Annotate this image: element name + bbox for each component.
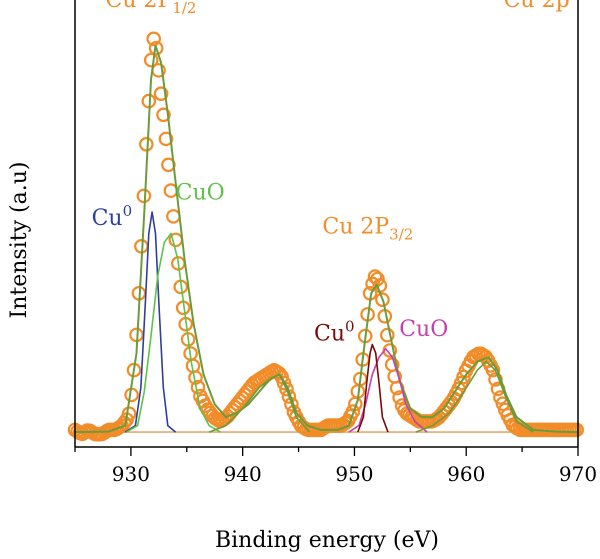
data-point xyxy=(153,86,169,101)
data-point xyxy=(375,292,390,307)
annotation-cu0-right: Cu0 xyxy=(314,317,355,346)
series-line-envelope xyxy=(74,44,579,434)
data-point xyxy=(166,209,181,224)
data-point xyxy=(569,422,584,438)
data-point xyxy=(279,381,294,397)
x-axis-label: Binding energy (eV) xyxy=(215,528,439,553)
annotation-cu0-left: Cu0 xyxy=(92,202,133,231)
data-point xyxy=(146,31,161,47)
series-line-cuo_2p12 xyxy=(125,232,221,433)
series-line-cu0_2p12 xyxy=(124,211,177,433)
x-tick-label: 930 xyxy=(112,462,150,486)
data-point xyxy=(143,52,159,68)
annotation-cuo-right: CuO xyxy=(399,317,448,342)
series-line-satellite_1 xyxy=(208,373,311,433)
x-tick-label: 960 xyxy=(447,462,485,486)
annotation-cu2p-corner: Cu 2p xyxy=(504,0,570,13)
series-line-satellite_2 xyxy=(415,360,534,433)
x-tick-label: 940 xyxy=(224,462,262,486)
data-point xyxy=(158,131,174,147)
peak-annotations: Cu 2P1/2 Cu 2p Cu0 CuO Cu 2P3/2 Cu0 CuO xyxy=(92,0,570,346)
data-point xyxy=(156,107,171,123)
data-point xyxy=(379,327,395,343)
y-axis-label: Intensity (a.u) xyxy=(7,162,32,319)
x-tick-label: 970 xyxy=(559,462,597,486)
annotation-cuo-left: CuO xyxy=(176,180,225,205)
x-tick-label: 950 xyxy=(335,462,373,486)
annotation-cu2p12-main: Cu 2P1/2 xyxy=(106,0,197,17)
plot-area xyxy=(67,31,584,442)
series-line-cu0_2p32 xyxy=(357,343,389,433)
annotation-cu2p32-main: Cu 2P3/2 xyxy=(322,215,413,244)
axes: 930 940 950 960 970 xyxy=(74,0,597,486)
data-point xyxy=(139,137,154,152)
data-point xyxy=(148,40,164,56)
data-point xyxy=(345,404,361,419)
